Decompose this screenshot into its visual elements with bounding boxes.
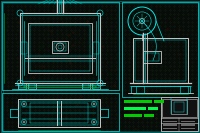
Bar (131, 86, 190, 93)
Bar (20, 13, 100, 83)
Bar (180, 86, 188, 93)
Bar (93, 42, 99, 54)
Bar (28, 23, 92, 73)
Bar (22, 15, 98, 81)
Bar (30, 25, 90, 71)
Bar (154, 100, 164, 103)
Bar (162, 99, 197, 117)
Bar (54, 43, 66, 51)
Bar (19, 84, 25, 88)
Bar (181, 120, 195, 122)
Bar (20, 101, 98, 125)
Bar (163, 128, 177, 129)
Bar (124, 114, 142, 117)
Bar (18, 83, 26, 89)
Bar (52, 41, 68, 53)
Bar (28, 83, 36, 89)
Bar (83, 84, 89, 88)
Bar (145, 53, 159, 61)
Bar (181, 128, 195, 129)
Bar (161, 97, 198, 131)
Bar (144, 114, 154, 117)
Bar (133, 38, 188, 83)
Bar (163, 120, 177, 122)
Bar (174, 102, 184, 112)
Bar (171, 100, 187, 114)
Bar (124, 107, 146, 110)
Bar (135, 40, 186, 81)
Bar (21, 42, 27, 54)
Bar (92, 83, 100, 89)
Bar (124, 100, 152, 103)
Bar (82, 83, 90, 89)
Bar (143, 51, 161, 63)
Bar (30, 103, 88, 123)
Bar (18, 99, 100, 127)
Bar (163, 124, 177, 126)
Bar (136, 86, 144, 93)
Bar (122, 2, 198, 97)
Bar (29, 84, 35, 88)
Bar (2, 2, 119, 90)
Bar (93, 84, 99, 88)
Bar (148, 107, 158, 110)
Bar (181, 124, 195, 126)
Bar (2, 93, 119, 131)
